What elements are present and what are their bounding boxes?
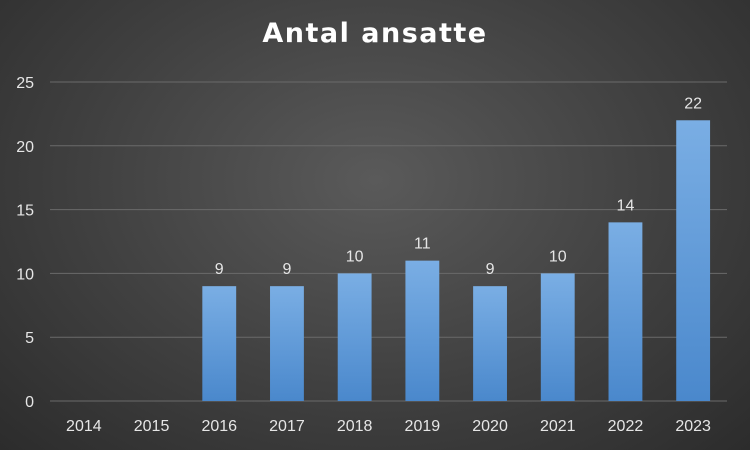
bar bbox=[202, 286, 237, 401]
y-tick-label: 25 bbox=[16, 75, 34, 92]
data-label: 11 bbox=[414, 236, 431, 253]
data-label: 14 bbox=[617, 197, 635, 214]
bar bbox=[337, 273, 372, 401]
x-axis-tick-labels: 2014 2015 2016 2017 2018 2019 2020 2021 2022 2023 bbox=[66, 418, 711, 435]
x-tick-label: 2023 bbox=[675, 418, 711, 435]
data-label: 9 bbox=[215, 261, 224, 278]
x-tick-label: 2016 bbox=[201, 418, 237, 435]
bar bbox=[540, 273, 575, 401]
data-label: 9 bbox=[282, 261, 291, 278]
x-tick-label: 2018 bbox=[337, 418, 373, 435]
data-label: 9 bbox=[486, 261, 495, 278]
y-tick-label: 0 bbox=[25, 394, 34, 411]
x-tick-label: 2019 bbox=[405, 418, 441, 435]
x-tick-label: 2015 bbox=[134, 418, 170, 435]
y-tick-label: 5 bbox=[25, 330, 34, 347]
bar bbox=[270, 286, 304, 401]
y-tick-label: 10 bbox=[16, 266, 34, 283]
bar bbox=[676, 120, 711, 401]
data-label: 10 bbox=[346, 248, 364, 265]
chart-title: Antal ansatte bbox=[262, 18, 488, 49]
bar bbox=[608, 222, 643, 401]
bar bbox=[405, 260, 440, 401]
bars bbox=[202, 120, 711, 401]
x-tick-label: 2014 bbox=[66, 418, 102, 435]
data-label: 22 bbox=[684, 95, 702, 112]
y-tick-label: 20 bbox=[16, 139, 34, 156]
data-labels: 9 9 10 11 9 10 14 22 bbox=[215, 95, 702, 278]
x-tick-label: 2021 bbox=[540, 418, 576, 435]
y-axis-tick-labels: 0 5 10 15 20 25 bbox=[16, 75, 34, 411]
data-label: 10 bbox=[549, 248, 567, 265]
x-tick-label: 2017 bbox=[269, 418, 305, 435]
x-tick-label: 2022 bbox=[608, 418, 644, 435]
x-tick-label: 2020 bbox=[472, 418, 508, 435]
gridlines bbox=[50, 81, 727, 402]
bar bbox=[473, 286, 507, 401]
y-tick-label: 15 bbox=[16, 203, 34, 220]
